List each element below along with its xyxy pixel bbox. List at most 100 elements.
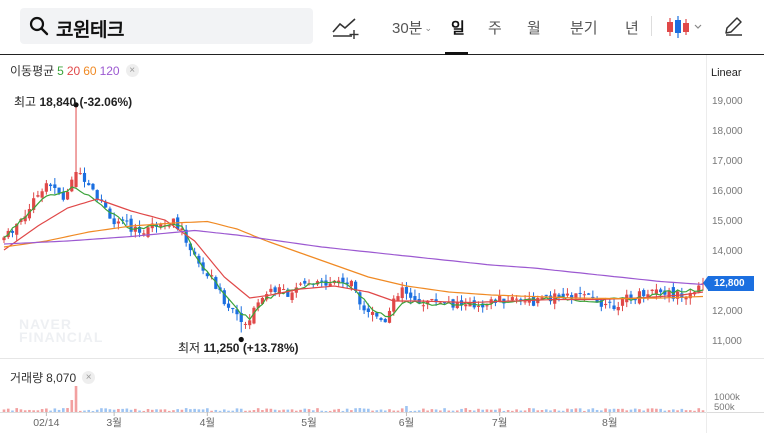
candle-body (633, 298, 637, 301)
y-tick-label: 12,000 (712, 306, 743, 317)
candle-body (680, 293, 684, 298)
volume-tick-label: 500k (714, 402, 735, 413)
candle-body (116, 221, 120, 224)
period-week-tab[interactable]: 주 (488, 20, 502, 37)
moving-average-legend[interactable]: 이동평균 5 20 60 120 × (10, 62, 139, 79)
period-quarter-tab[interactable]: 분기 (570, 20, 598, 37)
candle-body (667, 290, 671, 298)
pencil-draw-icon[interactable] (722, 15, 744, 37)
volume-bar (299, 409, 302, 412)
volume-legend[interactable]: 거래량 8,070 × (10, 369, 96, 386)
candle-body (608, 301, 612, 303)
x-tick-label: 8월 (602, 417, 618, 429)
candle-body (273, 287, 277, 292)
volume-bar (252, 410, 256, 412)
volume-close-icon[interactable]: × (82, 371, 96, 384)
candle-body (57, 187, 61, 193)
candle-body (53, 184, 57, 188)
candle-body (78, 173, 82, 175)
volume-bar (167, 410, 171, 412)
y-tick-label: 14,000 (712, 246, 743, 257)
candle-body (328, 283, 332, 287)
candle-body (112, 218, 116, 225)
x-tick-label: 02/14 (33, 417, 59, 429)
period-month-tab[interactable]: 월 (527, 20, 541, 37)
candle-body (531, 296, 536, 306)
candle-body (544, 294, 548, 296)
candle-body (553, 293, 557, 304)
volume-bar (49, 410, 52, 412)
candle-body (570, 295, 574, 299)
volume-bar (650, 408, 654, 412)
ma20-line (3, 198, 704, 304)
candle-body (358, 292, 362, 305)
candle-body (36, 195, 40, 197)
volume-bar (367, 408, 370, 412)
volume-bar (688, 410, 692, 412)
candle-body (159, 224, 163, 227)
high-annotation: 최고 18,840 (-32.06%) (14, 95, 133, 109)
candle-body (464, 304, 468, 307)
volume-bar (32, 410, 35, 412)
candle-body (442, 302, 447, 304)
candle-body (404, 287, 409, 294)
candle-body (582, 294, 586, 296)
candle-body (167, 225, 171, 227)
period-year-tab[interactable]: 년 (625, 20, 639, 37)
low-annotation: 최저 11,250 (+13.78%) (178, 341, 299, 355)
volume-bar (612, 408, 616, 412)
volume-bar (316, 408, 319, 412)
volume-bar (502, 410, 506, 412)
volume-bar (341, 410, 345, 412)
candle-body (400, 287, 404, 299)
volume-bar (206, 408, 209, 412)
ma120-line (3, 229, 704, 286)
candle-body (87, 183, 91, 186)
stock-search-box[interactable]: 코윈테크 (20, 8, 313, 44)
candle-body (587, 293, 591, 295)
volume-bar (112, 409, 116, 412)
candle-body (421, 305, 425, 307)
volume-bar (460, 408, 463, 412)
volume-bar (311, 410, 315, 412)
volume-bar (701, 410, 705, 412)
volume-bar (197, 409, 201, 412)
x-tick-label: 7월 (492, 417, 508, 429)
candle-body (231, 307, 235, 310)
ma20-label: 20 (66, 63, 81, 78)
candle-body (150, 223, 154, 229)
period-day-tab[interactable]: 일 (451, 20, 465, 37)
volume-bar (180, 409, 184, 412)
volume-bar (426, 410, 429, 412)
chart-type-candle-icon[interactable] (664, 14, 704, 40)
volume-bar (481, 409, 485, 412)
candle-body (74, 172, 78, 187)
candle-body (248, 320, 252, 326)
volume-bar (184, 408, 188, 412)
candle-body (663, 290, 667, 295)
volume-bar (485, 409, 489, 412)
ma-label: 이동평균 (10, 64, 55, 78)
compare-trend-icon[interactable] (330, 14, 360, 40)
volume-bar (193, 408, 196, 412)
volume-bar (11, 410, 14, 412)
scale-mode-toggle[interactable]: Linear (711, 67, 742, 79)
volume-bar (697, 408, 701, 412)
candle-body (345, 282, 349, 285)
ma-close-icon[interactable]: × (125, 64, 139, 77)
search-icon[interactable] (29, 16, 49, 36)
volume-bar (523, 410, 527, 412)
volume-bar (629, 409, 633, 412)
price-chart[interactable]: 19,000 18,000 17,000 16,000 15,000 14,000 12,0… (0, 55, 764, 433)
candle-body (171, 218, 176, 225)
ma120-label: 120 (99, 63, 120, 78)
volume-bar (15, 408, 19, 412)
period-30min-tab[interactable]: 30분 ⌄ (392, 20, 433, 37)
volume-bar (337, 408, 340, 412)
volume-bar (138, 410, 141, 412)
stock-name[interactable]: 코윈테크 (56, 20, 124, 41)
candle-body (222, 290, 226, 305)
candle-body (277, 287, 281, 295)
volume-bar (616, 408, 620, 412)
candle-body (298, 283, 303, 285)
